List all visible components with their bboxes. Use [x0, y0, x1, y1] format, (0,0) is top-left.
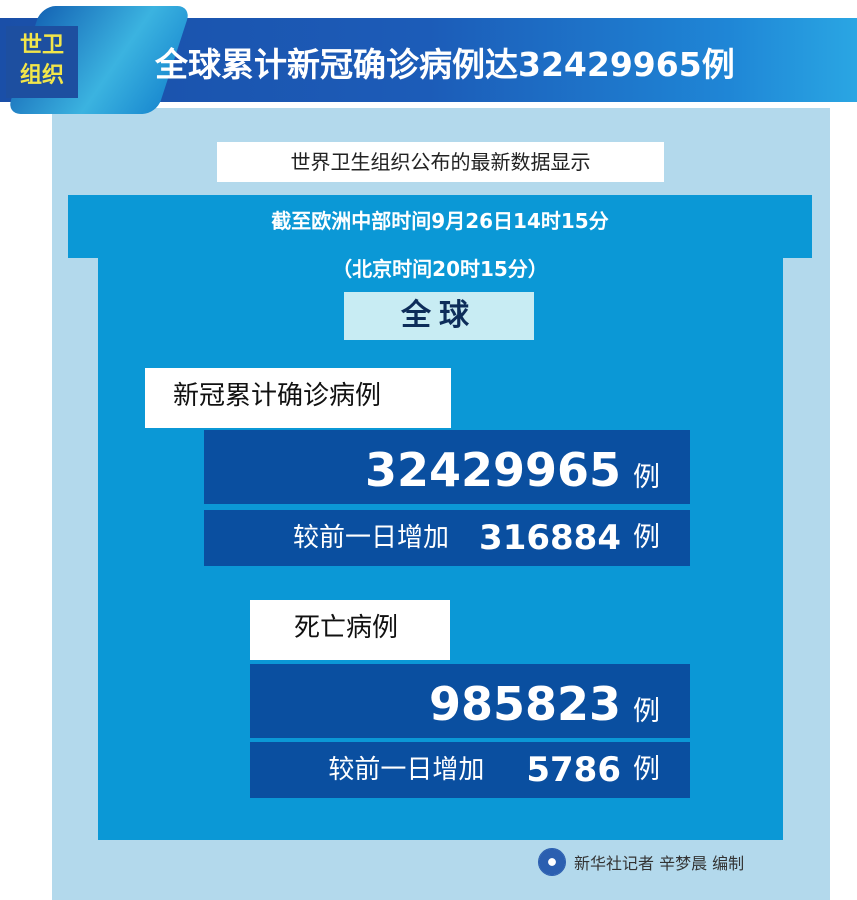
deaths-total-box: 985823 例: [250, 664, 690, 738]
deaths-increase-label: 较前一日增加: [328, 755, 485, 785]
deaths-increase-row: 较前一日增加 5786 例: [250, 742, 690, 798]
badge-line2: 组织: [19, 63, 64, 88]
cases-unit: 例: [633, 462, 660, 493]
time-line2: （北京时间20时15分）: [332, 257, 548, 281]
cases-total-box: 32429965 例: [204, 430, 690, 504]
footer: 新华社记者 辛梦晨 编制: [538, 848, 744, 876]
deaths-label: 死亡病例: [250, 600, 450, 660]
page-title: 全球累计新冠确诊病例达32429965例: [155, 45, 735, 84]
cases-increase-label: 较前一日增加: [293, 523, 450, 553]
deaths-unit: 例: [633, 696, 660, 727]
xinhua-logo-icon: [538, 848, 566, 876]
cases-increase-row: 较前一日增加 316884 例: [204, 510, 690, 566]
badge-line1: 世卫: [19, 33, 64, 58]
cases-increase-unit: 例: [633, 522, 660, 553]
footer-credit: 新华社记者 辛梦晨 编制: [574, 854, 745, 873]
deaths-total: 985823: [428, 677, 621, 731]
subtitle: 世界卫生组织公布的最新数据显示: [217, 142, 664, 182]
time-band: [68, 195, 812, 258]
cases-label: 新冠累计确诊病例: [145, 368, 451, 428]
deaths-increase-unit: 例: [633, 754, 660, 785]
time-line1: 截至欧洲中部时间9月26日14时15分: [271, 209, 609, 233]
deaths-increase: 5786: [526, 750, 621, 790]
region-label: 全球: [344, 292, 534, 340]
cases-total: 32429965: [364, 443, 621, 497]
cases-increase: 316884: [479, 518, 621, 558]
who-badge: 世卫 组织: [6, 26, 78, 98]
